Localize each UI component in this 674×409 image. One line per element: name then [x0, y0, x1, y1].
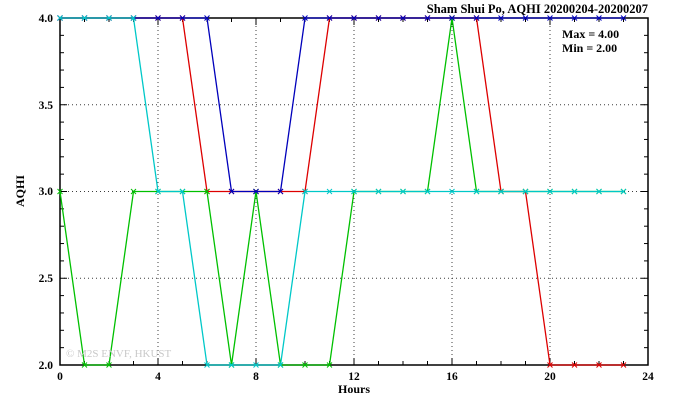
- min-annotation: Min = 2.00: [562, 41, 617, 55]
- y-tick-labels: 4.0 3.5 3.0 2.5 2.0: [39, 13, 54, 372]
- max-annotation: Max = 4.00: [562, 27, 619, 41]
- y-tick-label: 2.0: [39, 360, 54, 372]
- x-axis-label: Hours: [338, 382, 370, 396]
- watermark: © M2S ENVF, HKUST: [66, 348, 172, 360]
- x-tick-label: 12: [348, 371, 360, 383]
- x-tick-label: 8: [253, 371, 259, 383]
- series-20200207: [57, 15, 627, 368]
- x-tick-label: 16: [446, 371, 458, 383]
- y-axis-label: AQHI: [13, 175, 27, 207]
- y-tick-label: 3.0: [39, 186, 54, 198]
- x-tick-label: 24: [642, 371, 654, 383]
- chart-title: Sham Shui Po, AQHI 20200204-20200207: [427, 2, 648, 16]
- x-tick-labels: 0 4 8 12 16 20 24: [57, 371, 654, 383]
- x-tick-label: 4: [155, 371, 161, 383]
- x-tick-label: 20: [544, 371, 556, 383]
- y-tick-label: 2.5: [39, 273, 54, 285]
- y-tick-label: 3.5: [39, 100, 54, 112]
- x-tick-label: 0: [57, 371, 63, 383]
- data-series: [57, 15, 627, 368]
- y-tick-label: 4.0: [39, 13, 54, 25]
